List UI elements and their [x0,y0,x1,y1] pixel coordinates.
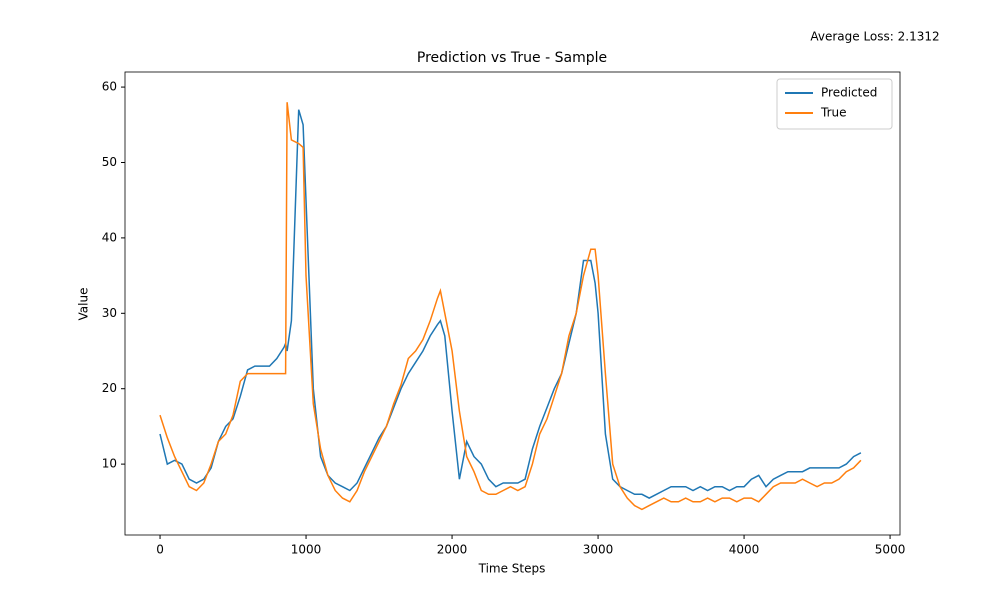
y-tick-label: 50 [102,155,117,169]
y-tick-label: 30 [102,306,117,320]
y-tick-label: 20 [102,381,117,395]
data-line [159,102,862,511]
y-tick-label: 40 [102,230,117,244]
y-tick-label: 10 [102,457,117,471]
x-tick-label: 1000 [291,543,322,557]
annotation: Average Loss: 2.1312 [810,30,939,44]
data-line [159,109,862,499]
legend-label: Predicted [821,86,877,100]
plot-frame [124,71,901,536]
y-axis-label: Value [77,288,91,321]
legend-box [776,78,893,130]
x-tick-label: 0 [156,543,164,557]
x-tick-label: 4000 [729,543,760,557]
legend-label: True [820,106,847,120]
chart-title: Prediction vs True - Sample [417,50,607,66]
x-tick-label: 5000 [875,543,906,557]
y-tick-label: 60 [102,80,117,94]
x-tick-label: 3000 [583,543,614,557]
x-axis-label: Time Steps [478,562,546,576]
x-tick-label: 2000 [437,543,468,557]
